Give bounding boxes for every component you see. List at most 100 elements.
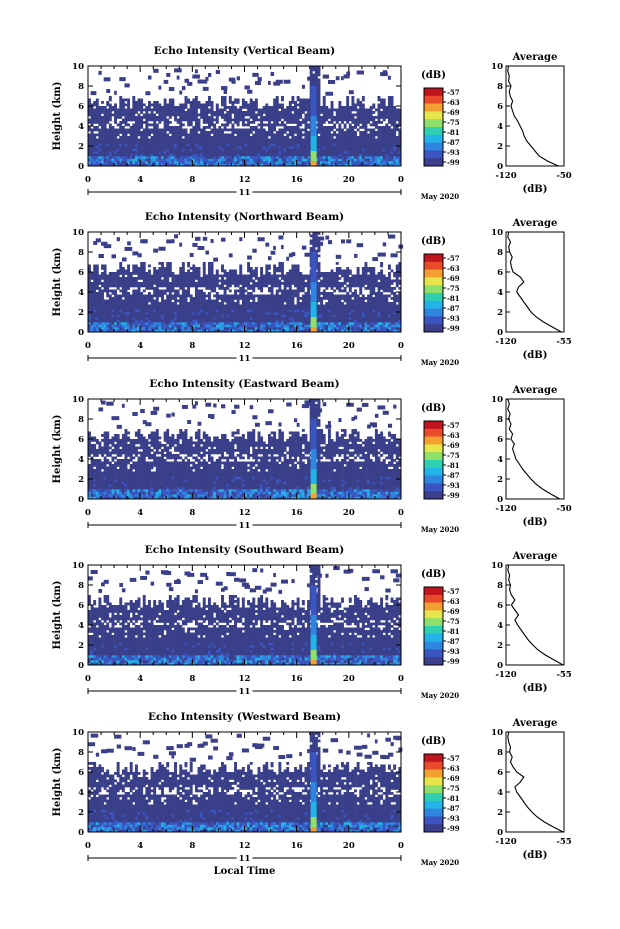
echo-cell (106, 161, 110, 164)
echo-cell (346, 128, 350, 132)
echo-cell (194, 289, 198, 293)
echo-cell (184, 136, 188, 139)
echo-cell (114, 163, 117, 167)
echo-cell (241, 277, 245, 280)
echo-cell (114, 133, 117, 137)
echo-cell (236, 302, 240, 305)
echo-cell (333, 146, 337, 149)
echo-cell (179, 161, 183, 164)
echo-cell (161, 141, 164, 144)
echo-cell (155, 123, 159, 127)
echo-cell (93, 146, 97, 149)
echo-cell (168, 141, 172, 144)
echo-cell (90, 143, 94, 147)
echo-cell (184, 106, 188, 109)
echo-cell (95, 297, 99, 300)
echo-cell (90, 299, 94, 303)
echo-cell (103, 269, 107, 273)
echo-cell (333, 163, 337, 167)
echo-cell (320, 106, 324, 109)
echo-cell (364, 136, 368, 139)
echo-cell (108, 327, 112, 330)
echo-cell (93, 294, 97, 298)
echo-cell (106, 101, 110, 104)
echo-cell (194, 103, 198, 107)
echo-cell (296, 158, 300, 162)
echo-cell (213, 131, 217, 134)
echo-cell (181, 151, 185, 154)
echo-cell (327, 141, 331, 144)
echo-cell (294, 269, 297, 273)
echo-cell (296, 128, 300, 132)
echo-cell (377, 153, 381, 157)
echo-cell (221, 98, 224, 102)
echo-cell (210, 121, 214, 124)
echo-cell (294, 153, 297, 157)
echo-cell (244, 297, 248, 300)
echo-cell (281, 153, 284, 157)
echo-cell (294, 294, 297, 298)
echo-cell (108, 148, 112, 152)
echo-cell (288, 292, 292, 295)
echo-cell (213, 128, 217, 132)
echo-cell (286, 151, 290, 154)
echo-cell (294, 138, 297, 142)
echo-cell (213, 324, 217, 328)
echo-cell (218, 148, 222, 152)
echo-cell (98, 327, 102, 330)
echo-cell (142, 314, 146, 318)
echo-cell (317, 143, 321, 147)
echo-patch (187, 81, 193, 86)
echo-cell (95, 118, 99, 122)
echo-cell (236, 163, 240, 167)
echo-cell (200, 146, 204, 149)
echo-cell (137, 322, 141, 325)
echo-cell (121, 121, 125, 124)
echo-cell (106, 322, 110, 325)
echo-cell (275, 314, 279, 318)
echo-cell (252, 126, 256, 129)
echo-cell (273, 317, 277, 320)
echo-cell (372, 111, 376, 114)
echo-cell (207, 123, 211, 127)
echo-cell (275, 151, 279, 154)
echo-patch (103, 244, 112, 249)
echo-cell (121, 272, 125, 275)
echo-cell (179, 319, 183, 323)
echo-cell (168, 304, 172, 308)
echo-cell (90, 309, 94, 313)
echo-cell (299, 116, 303, 119)
echo-cell (101, 329, 104, 333)
echo-cell (95, 279, 99, 283)
echo-cell (223, 309, 227, 313)
echo-patch (200, 79, 208, 84)
echo-cell (390, 143, 394, 147)
echo-cell (210, 299, 214, 303)
echo-cell (88, 317, 91, 320)
echo-cell (249, 161, 253, 164)
echo-cell (346, 163, 350, 167)
echo-patch (124, 83, 130, 88)
echo-cell (187, 262, 191, 265)
echo-cell (299, 133, 303, 137)
echo-cell (213, 302, 217, 305)
echo-cell (114, 141, 117, 144)
echo-cell (307, 133, 311, 137)
echo-cell (181, 309, 185, 313)
echo-cell (132, 304, 136, 308)
echo-cell (223, 153, 227, 157)
echo-cell (382, 128, 386, 132)
echo-cell (239, 151, 243, 154)
echo-cell (346, 143, 350, 147)
echo-cell (257, 317, 261, 320)
echo-cell (101, 317, 104, 320)
echo-cell (171, 108, 175, 112)
echo-cell (387, 161, 391, 164)
echo-cell (241, 143, 245, 147)
echo-cell (226, 272, 230, 275)
echo-cell (111, 106, 115, 109)
echo-cell (239, 153, 243, 157)
echo-cell (221, 141, 224, 144)
echo-cell (129, 136, 133, 139)
echo-cell (187, 151, 191, 154)
